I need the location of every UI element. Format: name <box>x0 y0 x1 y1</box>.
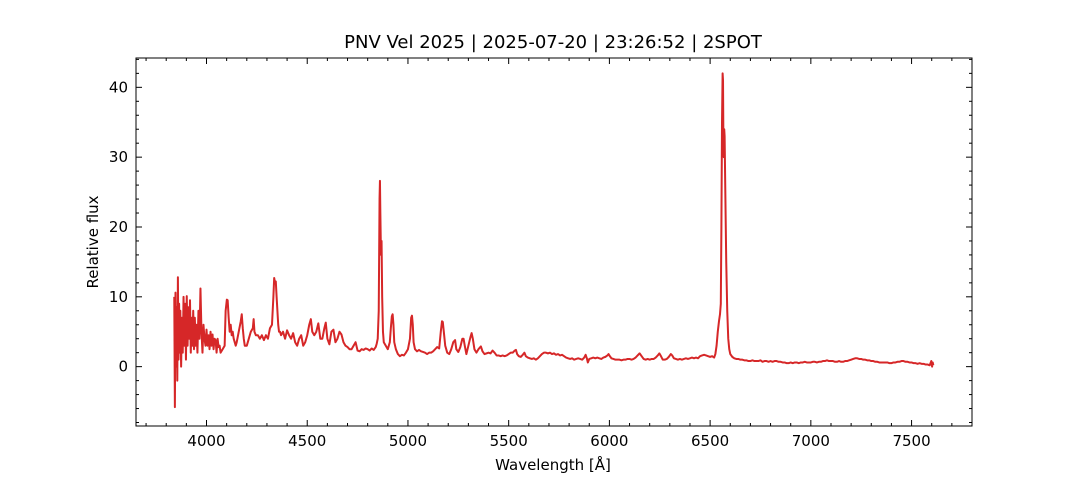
x-tick-label: 6000 <box>590 432 628 450</box>
plot-frame <box>135 57 973 427</box>
x-tick-label: 4500 <box>288 432 326 450</box>
spectrum-line-0 <box>173 72 935 409</box>
chart-title: PNV Vel 2025 | 2025-07-20 | 23:26:52 | 2… <box>344 32 763 53</box>
y-tick-label: 30 <box>109 148 128 166</box>
plot-area <box>173 72 935 409</box>
y-axis: 0 10 20 30 40 <box>109 58 972 424</box>
y-tick-label: 20 <box>109 218 128 236</box>
x-axis-label: Wavelength [Å] <box>495 455 611 474</box>
x-tick-label: 4000 <box>187 432 225 450</box>
x-tick-label: 5500 <box>490 432 528 450</box>
y-tick-label: 0 <box>118 358 128 376</box>
y-tick-label: 40 <box>109 78 128 96</box>
x-tick-label: 5000 <box>389 432 427 450</box>
x-tick-label: 7500 <box>892 432 930 450</box>
y-tick-label: 10 <box>109 288 128 306</box>
x-tick-label: 7000 <box>792 432 830 450</box>
x-axis: 4000 4500 5000 5500 6000 6500 7000 7500 <box>145 58 973 450</box>
x-tick-label: 6500 <box>691 432 729 450</box>
y-axis-label: Relative flux <box>84 195 102 288</box>
